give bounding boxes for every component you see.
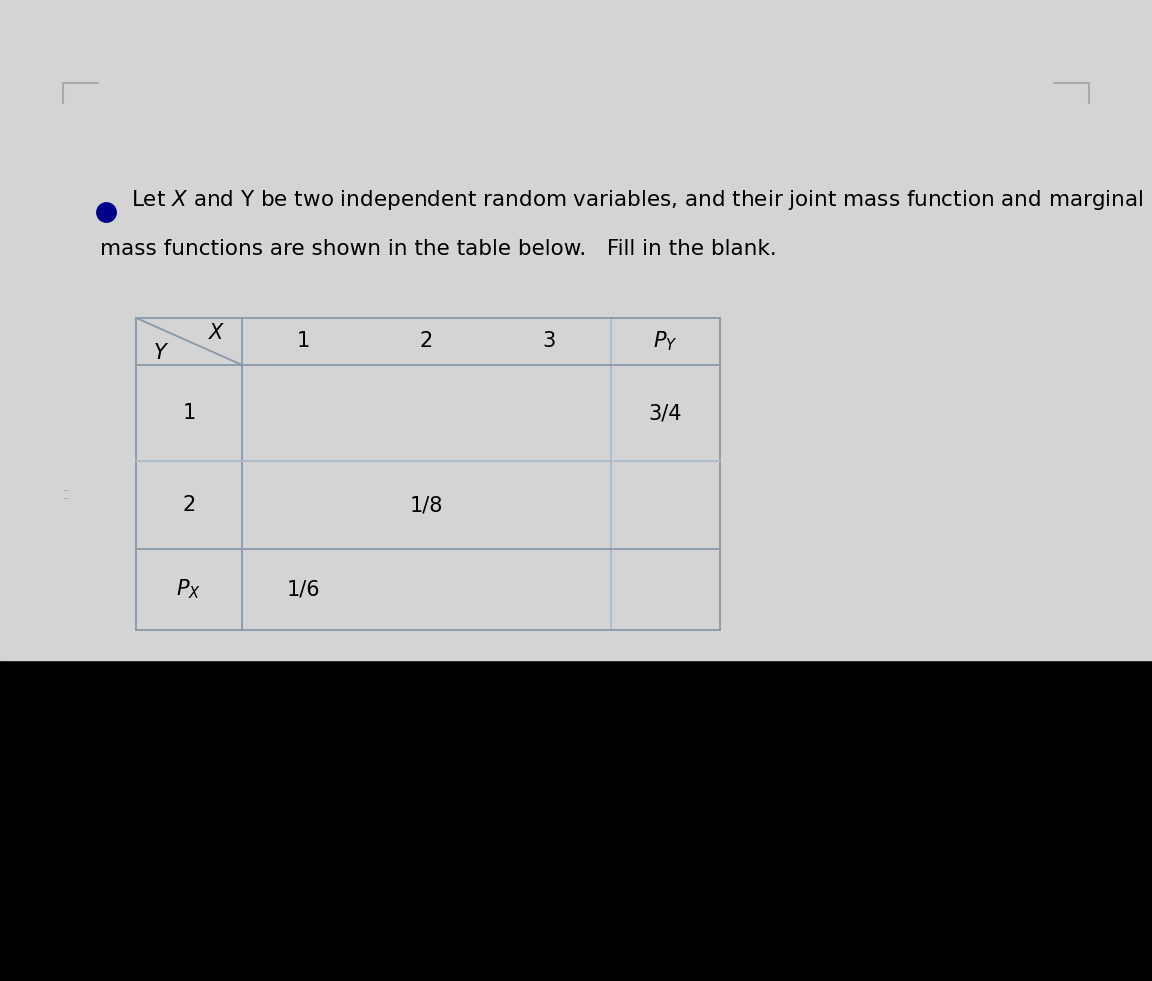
Text: ⁚⁚: ⁚⁚ — [63, 489, 70, 502]
Bar — [0, 660, 1152, 981]
Text: 2: 2 — [419, 332, 433, 351]
Bar — [0, 0, 1152, 660]
Text: 3: 3 — [543, 332, 555, 351]
Text: $X$: $X$ — [207, 323, 226, 342]
Text: $P_X$: $P_X$ — [176, 578, 202, 601]
Text: 3/4: 3/4 — [649, 403, 682, 423]
Text: $Y$: $Y$ — [153, 343, 169, 363]
Text: 1: 1 — [297, 332, 310, 351]
Text: 2: 2 — [182, 495, 196, 515]
Text: mass functions are shown in the table below.   Fill in the blank.: mass functions are shown in the table be… — [100, 239, 776, 259]
Text: $P_Y$: $P_Y$ — [653, 330, 677, 353]
Text: 1/6: 1/6 — [287, 580, 320, 599]
Text: Let $X$ and Y be two independent random variables, and their joint mass function: Let $X$ and Y be two independent random … — [131, 188, 1144, 212]
Text: 1/8: 1/8 — [410, 495, 442, 515]
Text: 1: 1 — [182, 403, 196, 423]
